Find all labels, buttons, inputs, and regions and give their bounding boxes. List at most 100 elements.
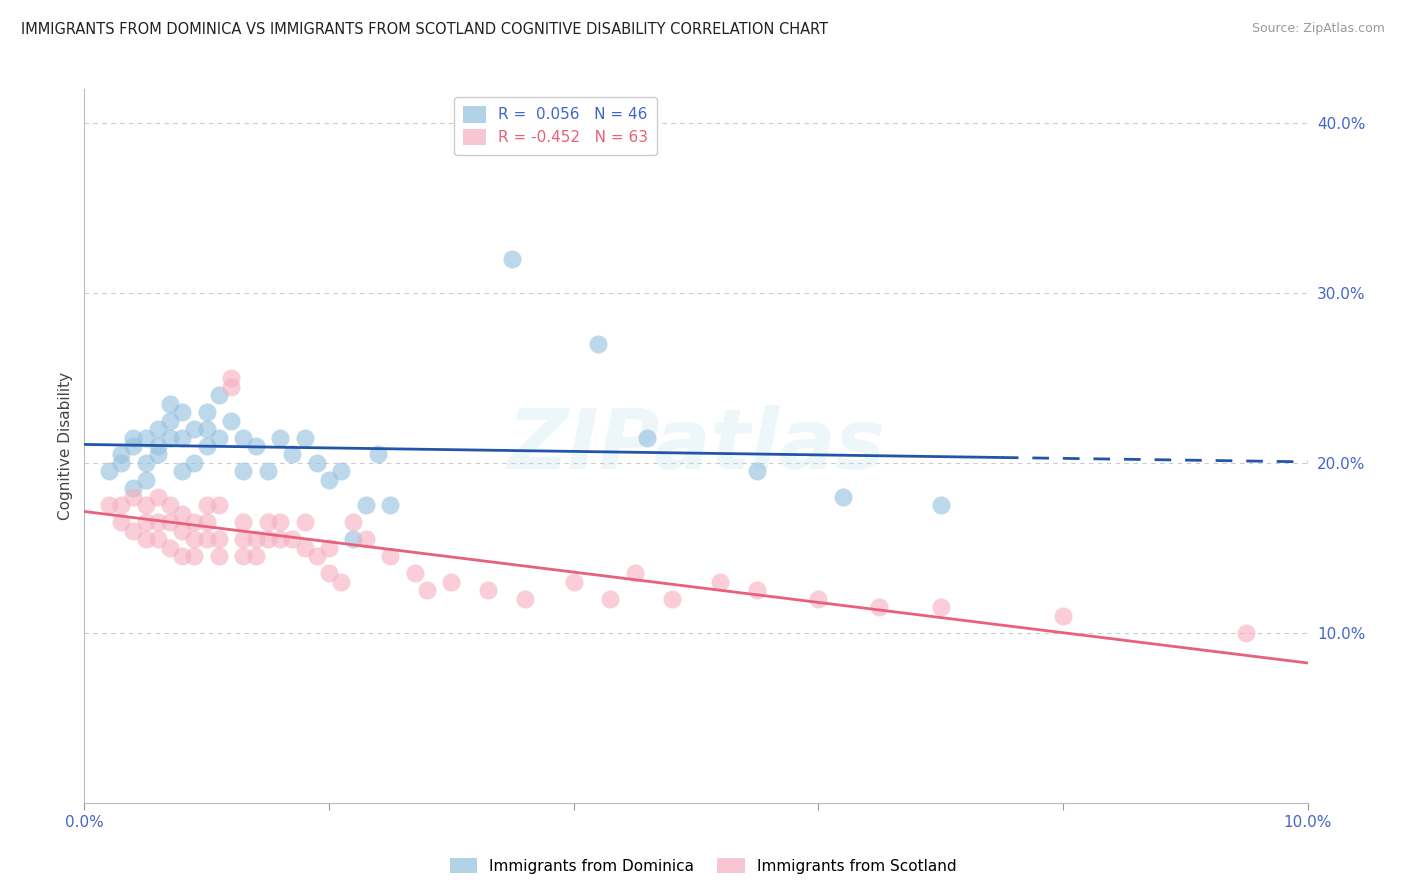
Point [146, 439, 169, 453]
Point [269, 430, 291, 444]
Point [807, 591, 830, 606]
Point [159, 413, 181, 427]
Point [172, 507, 194, 521]
Point [183, 456, 205, 470]
Point [416, 583, 439, 598]
Point [195, 439, 218, 453]
Point [257, 516, 280, 530]
Point [110, 456, 132, 470]
Point [232, 465, 254, 479]
Point [183, 422, 205, 436]
Point [110, 499, 132, 513]
Point [513, 591, 536, 606]
Point [208, 430, 231, 444]
Point [477, 583, 499, 598]
Point [195, 533, 218, 547]
Point [122, 490, 145, 504]
Point [219, 413, 242, 427]
Point [269, 516, 291, 530]
Point [747, 465, 769, 479]
Point [208, 533, 231, 547]
Point [232, 533, 254, 547]
Point [159, 430, 181, 444]
Point [195, 516, 218, 530]
Point [195, 422, 218, 436]
Point [294, 516, 316, 530]
Point [869, 600, 891, 615]
Point [562, 574, 585, 589]
Point [586, 337, 609, 351]
Point [380, 499, 402, 513]
Point [929, 600, 952, 615]
Point [661, 591, 683, 606]
Point [146, 490, 169, 504]
Point [305, 549, 328, 564]
Point [245, 533, 267, 547]
Point [232, 430, 254, 444]
Point [172, 465, 194, 479]
Point [97, 465, 120, 479]
Point [183, 516, 205, 530]
Point [624, 566, 647, 581]
Text: IMMIGRANTS FROM DOMINICA VS IMMIGRANTS FROM SCOTLAND COGNITIVE DISABILITY CORREL: IMMIGRANTS FROM DOMINICA VS IMMIGRANTS F… [21, 22, 828, 37]
Point [1052, 608, 1074, 623]
Point [342, 533, 364, 547]
Y-axis label: Cognitive Disability: Cognitive Disability [58, 372, 73, 520]
Point [330, 574, 353, 589]
Point [257, 533, 280, 547]
Point [232, 549, 254, 564]
Point [831, 490, 853, 504]
Point [122, 439, 145, 453]
Point [294, 430, 316, 444]
Point [281, 533, 304, 547]
Point [146, 422, 169, 436]
Point [281, 448, 304, 462]
Point [330, 465, 353, 479]
Point [318, 473, 340, 487]
Point [110, 448, 132, 462]
Point [208, 388, 231, 402]
Point [440, 574, 463, 589]
Point [172, 405, 194, 419]
Point [183, 549, 205, 564]
Point [159, 499, 181, 513]
Legend: Immigrants from Dominica, Immigrants from Scotland: Immigrants from Dominica, Immigrants fro… [443, 852, 963, 880]
Point [747, 583, 769, 598]
Point [709, 574, 731, 589]
Point [380, 549, 402, 564]
Point [146, 533, 169, 547]
Point [195, 499, 218, 513]
Point [354, 533, 377, 547]
Point [367, 448, 389, 462]
Point [135, 430, 157, 444]
Point [122, 430, 145, 444]
Point [110, 516, 132, 530]
Point [219, 371, 242, 385]
Point [318, 541, 340, 555]
Point [183, 533, 205, 547]
Point [257, 465, 280, 479]
Point [172, 549, 194, 564]
Point [97, 499, 120, 513]
Point [146, 516, 169, 530]
Point [159, 396, 181, 410]
Legend: R =  0.056   N = 46, R = -0.452   N = 63: R = 0.056 N = 46, R = -0.452 N = 63 [454, 97, 657, 154]
Point [354, 499, 377, 513]
Point [1236, 626, 1258, 640]
Point [172, 524, 194, 538]
Point [245, 549, 267, 564]
Point [929, 499, 952, 513]
Point [135, 473, 157, 487]
Point [599, 591, 621, 606]
Point [305, 456, 328, 470]
Point [122, 482, 145, 496]
Point [135, 456, 157, 470]
Point [135, 516, 157, 530]
Point [135, 499, 157, 513]
Point [404, 566, 426, 581]
Point [195, 405, 218, 419]
Text: ZIPatlas: ZIPatlas [508, 406, 884, 486]
Point [245, 439, 267, 453]
Point [172, 430, 194, 444]
Point [159, 541, 181, 555]
